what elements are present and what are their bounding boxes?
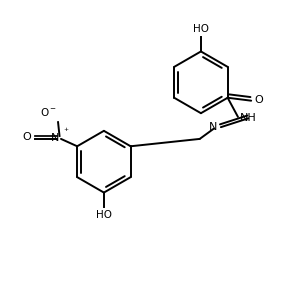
Text: O: O: [255, 95, 263, 105]
Text: HO: HO: [96, 210, 112, 220]
Text: N: N: [51, 133, 59, 143]
Text: HO: HO: [193, 24, 209, 34]
Text: $^+$: $^+$: [62, 126, 69, 135]
Text: O$^-$: O$^-$: [40, 106, 57, 118]
Text: NH: NH: [240, 113, 256, 123]
Text: N: N: [209, 121, 217, 132]
Text: O: O: [23, 132, 32, 143]
